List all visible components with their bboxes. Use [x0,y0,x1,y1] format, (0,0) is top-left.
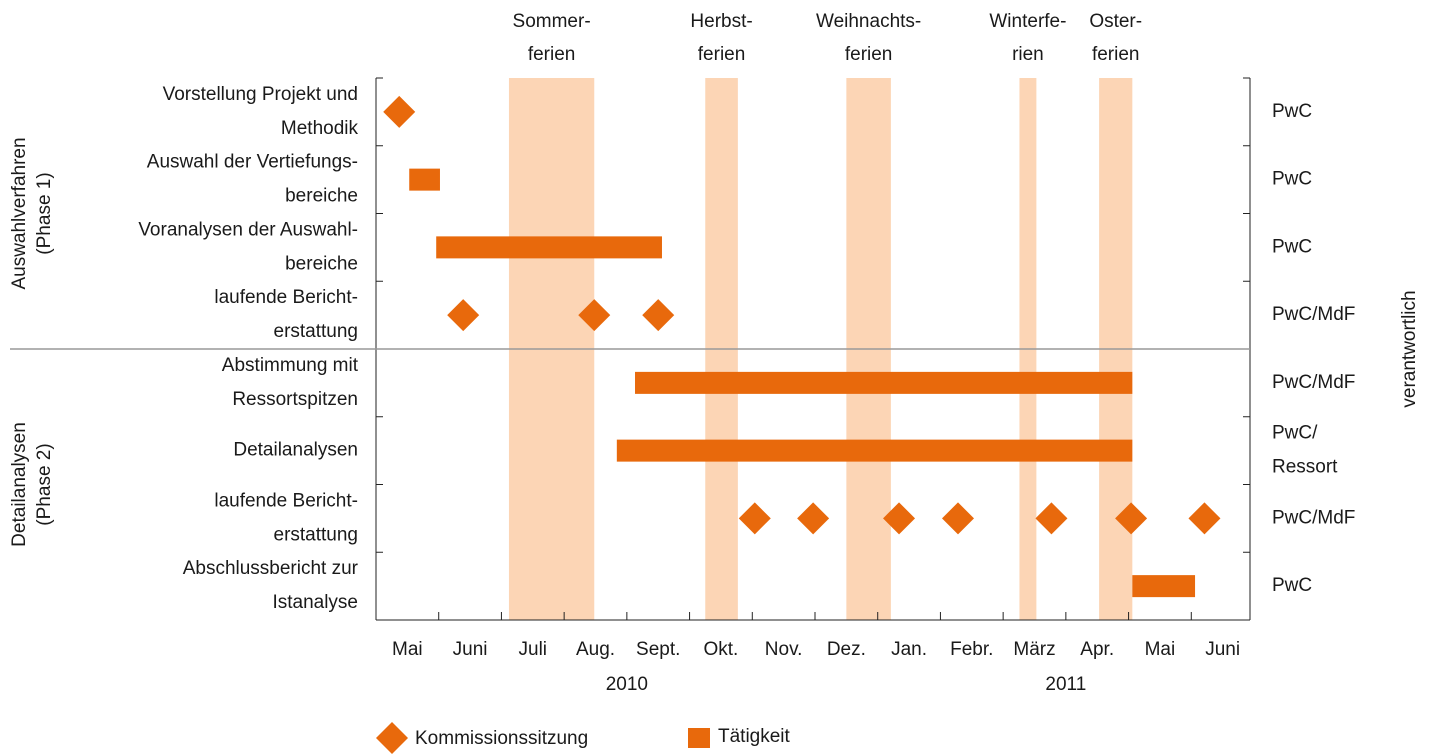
holiday-label: Herbst- [690,11,752,32]
holiday-label: ferien [528,44,576,65]
row-label: laufende Bericht- [214,287,358,308]
legend-label: Tätigkeit [718,726,791,747]
meeting-diamond [1115,502,1148,535]
right-axis-title: verantwortlich [1399,290,1420,407]
activity-bar [436,236,662,259]
holiday-label: ferien [698,44,746,65]
meeting-diamond [797,502,830,535]
holiday-label: Oster- [1089,11,1142,32]
row-label: Voranalysen der Auswahl- [138,219,358,240]
responsible-label: PwC/MdF [1272,507,1355,528]
x-tick-label: Juni [453,639,488,660]
x-tick-label: Okt. [704,639,739,660]
row-label: erstattung [274,321,359,342]
responsible-label: PwC [1272,169,1312,190]
meeting-diamond [642,299,675,332]
responsible-label: PwC [1272,236,1312,257]
meeting-diamond [941,502,974,535]
row-label: Auswahl der Vertiefungs- [147,152,358,173]
group-label: (Phase 1) [34,172,55,254]
holiday-label: ferien [845,44,893,65]
row-label: bereiche [285,253,358,274]
meeting-diamond [383,95,416,128]
row-label: Methodik [281,118,359,139]
meeting-diamond [738,502,771,535]
legend-label: Kommissionssitzung [415,728,588,749]
responsible-label: PwC/MdF [1272,372,1355,393]
holiday-label: rien [1012,44,1044,65]
responsible-label: PwC/MdF [1272,304,1355,325]
responsible-label: PwC [1272,575,1312,596]
holiday-label: Winterfe- [989,11,1066,32]
meeting-diamond [447,299,480,332]
x-tick-label: Juni [1205,639,1240,660]
meeting-diamond [883,502,916,535]
row-label: Ressortspitzen [232,389,358,410]
activity-bar [635,371,1133,394]
holiday-label: Sommer- [513,11,591,32]
legend-diamond [376,722,408,754]
x-tick-label: Sept. [636,639,680,660]
responsible-label: Ressort [1272,457,1338,478]
row-label: Abschlussbericht zur [183,558,359,579]
row-label: laufende Bericht- [214,490,358,511]
meeting-diamond [578,299,611,332]
row-label: Istanalyse [272,592,358,613]
meeting-diamond [1188,502,1221,535]
group-label: Detailanalysen [9,422,30,547]
holiday-label: ferien [1092,44,1140,65]
x-tick-label: Febr. [950,639,993,660]
responsible-label: PwC [1272,101,1312,122]
row-label: bereiche [285,186,358,207]
x-tick-label: Dez. [827,639,866,660]
x-tick-label: Mai [1145,639,1176,660]
meeting-diamond [1035,502,1068,535]
group-label: Auswahlverfahren [9,137,30,289]
activity-bar [409,168,440,191]
x-tick-label: Aug. [576,639,615,660]
row-label: Detailanalysen [233,440,358,461]
x-tick-label: Nov. [765,639,803,660]
row-label: Vorstellung Projekt und [163,84,358,105]
holiday-label: Weihnachts- [816,11,921,32]
x-tick-label: Apr. [1080,639,1114,660]
x-tick-label: Juli [519,639,548,660]
responsible-label: PwC/ [1272,423,1318,444]
legend-square [688,728,710,748]
row-label: Abstimmung mit [222,355,359,376]
x-tick-label: Jan. [891,639,927,660]
x-tick-label: Mai [392,639,423,660]
activity-bar [1132,575,1196,598]
activity-bar [616,439,1133,462]
year-label: 2010 [606,674,648,695]
year-label: 2011 [1045,674,1086,695]
row-label: erstattung [274,524,359,545]
x-tick-label: März [1013,639,1055,660]
group-label: (Phase 2) [34,443,55,525]
